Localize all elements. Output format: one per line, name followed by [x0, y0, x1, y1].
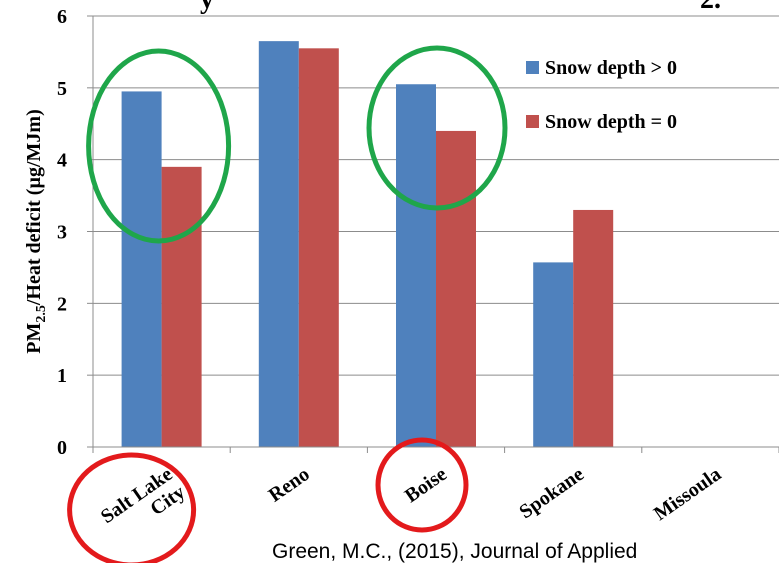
y-tick-label-0: 0	[57, 437, 67, 459]
highlight-ellipse-1	[86, 48, 232, 244]
legend-swatch-1	[526, 61, 539, 74]
x-tick-label-spokane: Spokane	[515, 463, 588, 523]
y-axis-label: PM2.5/Heat deficit (µg/MJm)	[23, 109, 49, 354]
legend-label-1: Snow depth > 0	[545, 57, 677, 79]
y-tick-label-1: 1	[57, 365, 67, 387]
x-tick-label-line: Reno	[265, 463, 314, 507]
y-tick-label-5: 5	[57, 78, 67, 100]
x-tick-label-line: Boise	[401, 463, 451, 507]
x-tick-label-reno: Reno	[265, 463, 314, 507]
x-tick-label-boise: Boise	[401, 463, 451, 507]
clipped-title-fragment-left: y	[200, 0, 214, 16]
x-tick-label-line: Spokane	[515, 463, 588, 523]
bars	[121, 41, 614, 448]
axes	[87, 15, 779, 453]
bar-boise-1	[396, 84, 436, 447]
y-tick-label-6: 6	[57, 6, 67, 28]
bar-salt-lake-city-1	[121, 91, 162, 448]
y-axis-label-group: PM2.5/Heat deficit (µg/MJm)	[23, 109, 49, 354]
highlight-ellipse-4	[375, 437, 469, 533]
highlight-ellipse-3	[67, 452, 197, 563]
bar-spokane-1	[533, 262, 574, 447]
clipped-title-fragment-right: 2.	[700, 0, 721, 16]
bar-spokane-2	[573, 209, 614, 447]
bar-boise-2	[436, 130, 476, 447]
citation-text: Green, M.C., (2015), Journal of Applied	[272, 540, 638, 563]
highlight-ellipse-2	[366, 45, 508, 211]
annotations	[67, 45, 508, 563]
x-tick-label-line: Missoula	[650, 463, 725, 525]
legend: Snow depth > 0 Snow depth = 0	[526, 57, 677, 133]
y-tick-label-4: 4	[57, 150, 67, 172]
legend-swatch-2	[526, 115, 539, 128]
bar-reno-1	[258, 41, 299, 448]
x-tick-label-missoula: Missoula	[650, 463, 725, 525]
y-tick-labels: 0 1 2 3 4 5 6	[57, 6, 67, 459]
bar-salt-lake-city-2	[161, 166, 202, 447]
bar-reno-2	[298, 48, 339, 447]
legend-label-2: Snow depth = 0	[545, 111, 677, 133]
y-tick-label-3: 3	[57, 222, 67, 244]
y-tick-label-2: 2	[57, 293, 67, 315]
